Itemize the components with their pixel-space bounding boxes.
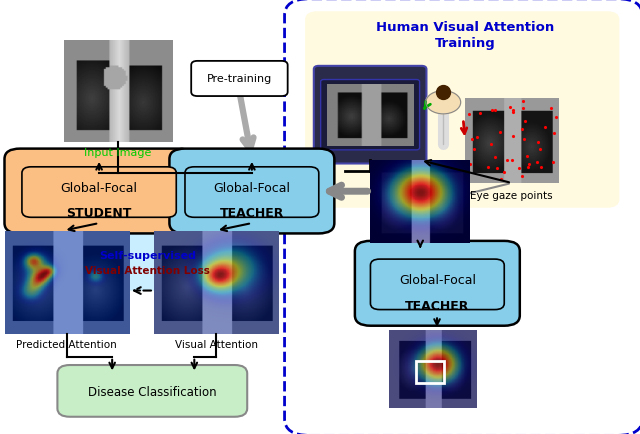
Text: STUDENT: STUDENT [67, 207, 132, 220]
Text: TEACHER: TEACHER [220, 207, 284, 220]
Text: Human Visual Attention
Training: Human Visual Attention Training [376, 21, 554, 50]
Text: Predicted Attention: Predicted Attention [17, 339, 117, 349]
Circle shape [426, 92, 461, 115]
Text: Global-Focal: Global-Focal [213, 181, 291, 194]
FancyBboxPatch shape [285, 0, 640, 434]
FancyBboxPatch shape [170, 149, 334, 234]
FancyBboxPatch shape [191, 62, 287, 97]
Text: Eye gaze points: Eye gaze points [470, 191, 553, 201]
FancyBboxPatch shape [371, 260, 504, 310]
FancyBboxPatch shape [185, 168, 319, 218]
FancyBboxPatch shape [58, 365, 247, 417]
Text: Pre-training: Pre-training [207, 74, 272, 84]
FancyBboxPatch shape [22, 168, 176, 218]
FancyBboxPatch shape [321, 80, 420, 151]
Text: Visual Attention Loss: Visual Attention Loss [85, 265, 210, 275]
FancyBboxPatch shape [305, 12, 620, 208]
Text: Disease Classification: Disease Classification [88, 385, 216, 398]
Text: Global-Focal: Global-Focal [61, 181, 138, 194]
Text: Input Image: Input Image [84, 148, 152, 158]
Text: Self-supervised: Self-supervised [99, 251, 196, 261]
FancyBboxPatch shape [314, 67, 426, 164]
Text: TEACHER: TEACHER [405, 299, 470, 312]
Text: Global-Focal: Global-Focal [399, 273, 476, 286]
FancyBboxPatch shape [4, 149, 195, 234]
Text: Visual Attention: Visual Attention [175, 339, 257, 349]
FancyBboxPatch shape [355, 241, 520, 326]
FancyBboxPatch shape [61, 233, 235, 291]
